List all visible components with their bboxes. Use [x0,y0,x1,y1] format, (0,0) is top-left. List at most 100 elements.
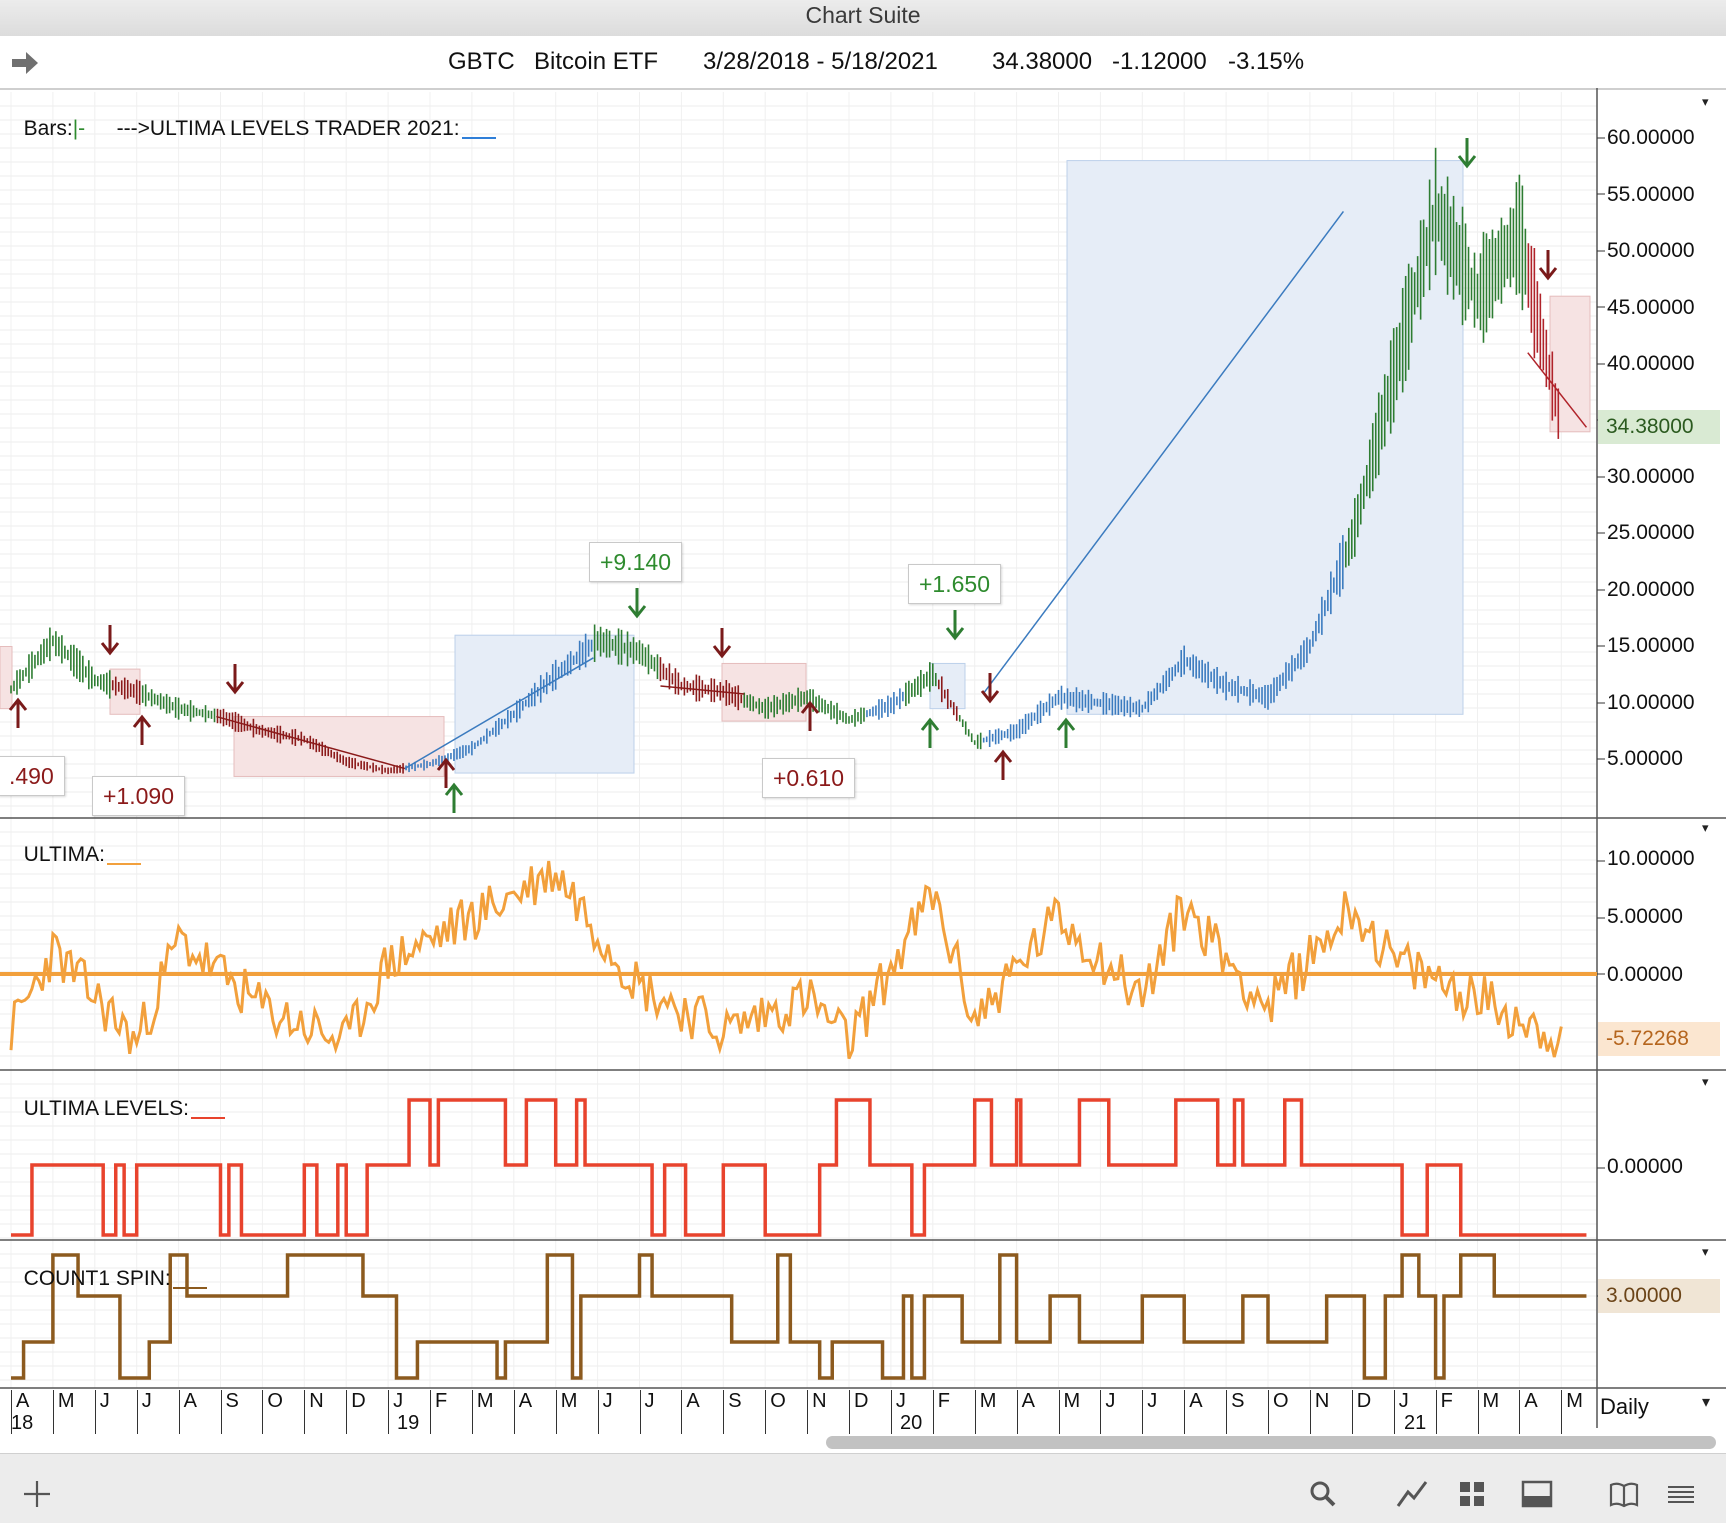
price-axis-tick: 20.00000 [1607,578,1695,601]
month-tick [1184,1390,1186,1434]
search-icon[interactable] [1306,1477,1340,1511]
signal-arrow [444,782,464,796]
month-tick [1100,1390,1102,1434]
year-label: 20 [900,1412,923,1434]
month-label: A [686,1390,700,1412]
month-tick [1435,1390,1437,1434]
ultima-panel-label: ULTIMA: [12,819,141,867]
forward-arrow-icon[interactable] [10,48,40,78]
trade-line [216,715,406,770]
price-axis-tick: 45.00000 [1607,296,1695,319]
period-dropdown-icon[interactable]: ▾ [1702,1394,1711,1411]
year-label: 19 [397,1412,420,1434]
trade-line [982,211,1345,695]
month-tick [513,1390,515,1434]
month-label: J [644,1390,655,1412]
add-icon[interactable] [20,1477,54,1511]
last-price: 34.38000 [992,48,1093,75]
levels-axis-tick: 0.00000 [1607,1155,1683,1178]
month-tick [304,1390,306,1434]
month-tick [849,1390,850,1434]
month-tick [346,1390,348,1434]
month-label: N [309,1390,324,1412]
price-last-value-badge: 34.38000 [1598,410,1720,444]
month-tick [52,1390,54,1434]
month-tick [639,1390,641,1434]
grid-layout-icon[interactable] [1455,1477,1489,1511]
month-tick [765,1390,767,1434]
month-tick [220,1390,222,1434]
trade-line [1527,352,1588,428]
ultima-axis-tick: 0.00000 [1607,963,1683,986]
panel-menu-icon[interactable]: ▾ [1702,820,1709,835]
month-label: J [1105,1390,1116,1412]
month-label: S [225,1390,239,1412]
ultima-line [9,860,1563,1060]
month-tick [1477,1390,1479,1434]
panel-menu-icon[interactable]: ▾ [1702,1244,1709,1259]
month-tick [974,1390,976,1434]
horizontal-scrollbar[interactable] [826,1436,1716,1449]
chart-area[interactable] [0,88,1726,1428]
month-label: A [16,1390,30,1412]
price-axis-tick: 40.00000 [1607,352,1695,375]
trade-result-label: +1.650 [908,564,1001,604]
month-label: A [1189,1390,1203,1412]
spin-last-value-badge: 3.00000 [1598,1279,1720,1313]
month-label: A [183,1390,197,1412]
signal-arrow [945,627,965,641]
month-tick [723,1390,725,1434]
month-label: N [812,1390,827,1412]
month-tick [1351,1390,1353,1434]
month-tick [1226,1390,1228,1434]
menu-icon[interactable] [1664,1477,1698,1511]
month-label: M [476,1390,494,1412]
month-label: M [979,1390,997,1412]
month-label: F [937,1390,951,1412]
month-tick [681,1390,683,1434]
month-label: A [1021,1390,1035,1412]
month-tick [1561,1390,1563,1434]
month-label: O [770,1390,786,1412]
month-label: D [351,1390,366,1412]
panel-menu-icon[interactable]: ▾ [1702,94,1709,109]
month-label: J [1398,1390,1409,1412]
panel-menu-icon[interactable]: ▾ [1702,1074,1709,1089]
month-tick [1309,1390,1311,1434]
period-selector[interactable]: Daily [1600,1394,1649,1419]
signal-arrow [132,714,152,728]
month-label: O [267,1390,283,1412]
signal-arrow [436,757,456,771]
symbol-name: Bitcoin ETF [534,48,659,75]
price-axis-tick: 25.00000 [1607,521,1695,544]
price-axis-tick: 60.00000 [1607,126,1695,149]
panel-layout-icon[interactable] [1520,1477,1554,1511]
month-tick [597,1390,599,1434]
month-tick [890,1390,892,1434]
month-label: M [1063,1390,1081,1412]
month-tick [11,1390,12,1434]
price-axis-tick: 50.00000 [1607,239,1695,262]
trade-result-label: .490 [0,756,65,796]
month-label: F [1440,1390,1453,1412]
price-axis-tick: 10.00000 [1607,691,1695,714]
trade-result-label: +1.090 [92,776,185,816]
month-tick [136,1390,138,1434]
book-icon[interactable] [1607,1477,1641,1511]
trade-zone-long [1066,160,1464,715]
month-tick [1142,1390,1144,1434]
month-tick [1268,1390,1269,1434]
month-tick [388,1390,390,1434]
signal-arrow [627,605,647,619]
signal-arrow [1056,717,1076,731]
levels-panel-label: ULTIMA LEVELS: [12,1073,226,1121]
date-range: 3/28/2018 - 5/18/2021 [703,48,938,75]
signal-arrow [225,681,245,695]
draw-line-icon[interactable] [1395,1477,1429,1511]
signal-arrow [8,697,28,711]
month-tick [94,1390,96,1434]
signal-arrow [800,700,820,714]
price-axis-tick: 5.00000 [1607,747,1683,770]
month-label: D [854,1390,869,1412]
month-label: J [141,1390,152,1412]
